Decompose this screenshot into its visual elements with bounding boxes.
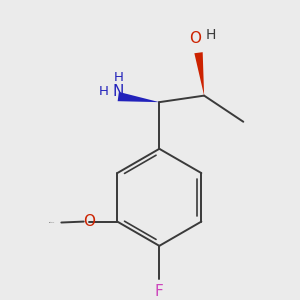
Polygon shape [118,92,159,102]
Text: H: H [98,85,108,98]
Text: N: N [112,84,124,99]
Text: F: F [155,284,164,299]
Polygon shape [194,52,204,96]
Text: H: H [113,71,123,84]
Text: O: O [189,31,201,46]
Text: methoxy: methoxy [49,222,55,223]
Text: H: H [206,28,216,42]
Text: O: O [83,214,95,229]
